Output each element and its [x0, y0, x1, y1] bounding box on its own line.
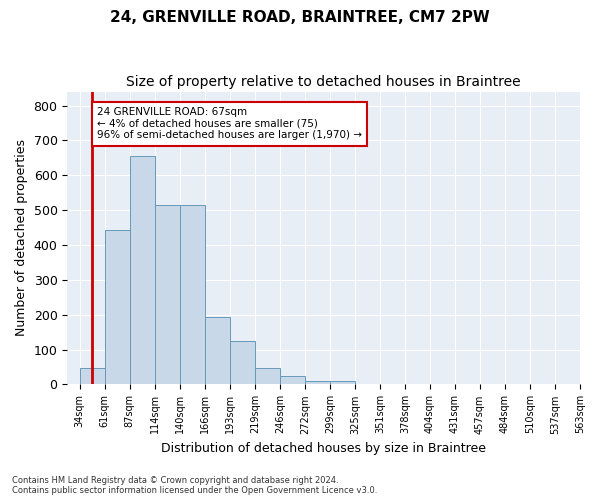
Bar [105, 230, 130, 384]
Bar [80, 368, 105, 384]
Bar [330, 381, 355, 384]
Bar [305, 381, 330, 384]
Bar [255, 368, 280, 384]
Bar [280, 376, 305, 384]
Bar [230, 341, 255, 384]
Y-axis label: Number of detached properties: Number of detached properties [15, 140, 28, 336]
Text: Contains HM Land Registry data © Crown copyright and database right 2024.
Contai: Contains HM Land Registry data © Crown c… [12, 476, 377, 495]
Bar [130, 156, 155, 384]
Bar [180, 204, 205, 384]
Bar [155, 204, 180, 384]
Bar [205, 317, 230, 384]
Text: 24, GRENVILLE ROAD, BRAINTREE, CM7 2PW: 24, GRENVILLE ROAD, BRAINTREE, CM7 2PW [110, 10, 490, 25]
X-axis label: Distribution of detached houses by size in Braintree: Distribution of detached houses by size … [161, 442, 486, 455]
Text: 24 GRENVILLE ROAD: 67sqm
← 4% of detached houses are smaller (75)
96% of semi-de: 24 GRENVILLE ROAD: 67sqm ← 4% of detache… [97, 107, 362, 140]
Title: Size of property relative to detached houses in Braintree: Size of property relative to detached ho… [127, 75, 521, 89]
